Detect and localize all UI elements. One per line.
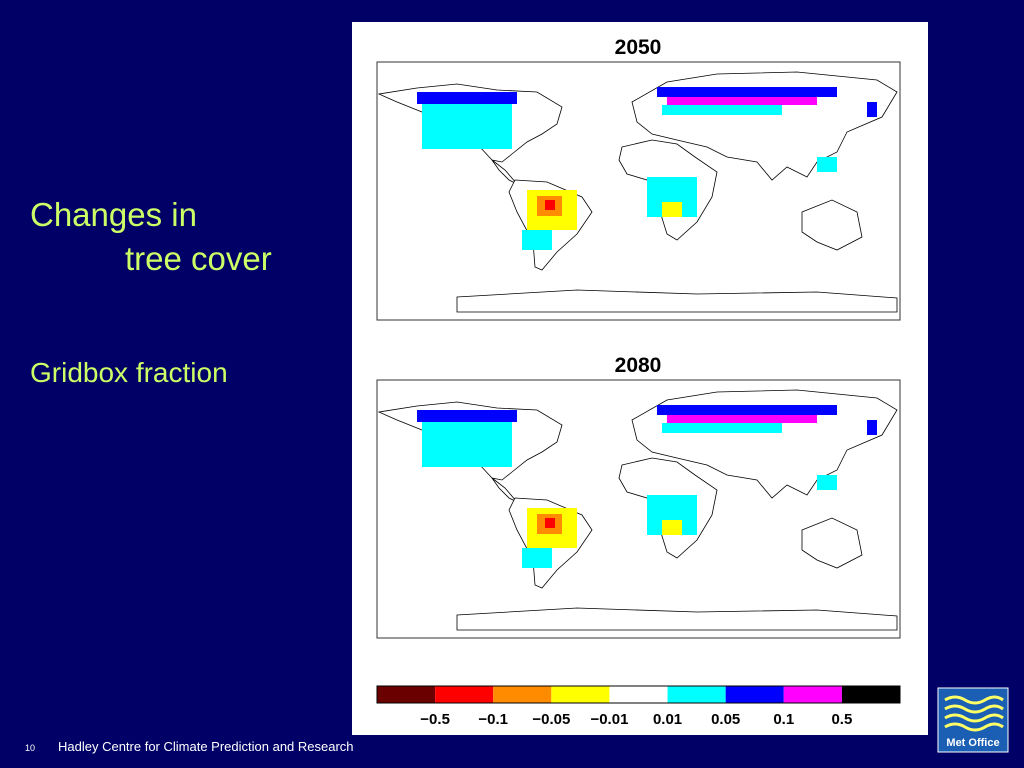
colorbar-label: 0.5 <box>831 711 852 728</box>
slide-title: Changes in <box>30 196 197 233</box>
colorbar-label: −0.01 <box>590 711 628 728</box>
map-title: 2050 <box>615 36 662 59</box>
colorbar-frame <box>376 685 901 704</box>
subtitle: Gridbox fraction <box>30 357 228 388</box>
colorbar-label: −0.5 <box>420 711 450 728</box>
logo: Met Office <box>937 687 1009 753</box>
colorbar-swatch <box>609 686 668 703</box>
colorbar: −0.5 −0.1 −0.05 −0.01 0.01 0.05 0.1 0.5 <box>376 685 901 728</box>
colorbar-swatch <box>377 686 436 703</box>
colorbar-label: 0.1 <box>773 711 794 728</box>
map-title: 2080 <box>615 354 662 377</box>
colorbar-label: −0.05 <box>532 711 570 728</box>
colorbar-label: 0.01 <box>653 711 682 728</box>
colorbar-swatch <box>841 686 900 703</box>
colorbar-label: −0.1 <box>478 711 508 728</box>
logo-text: Met Office <box>946 737 999 749</box>
page-number: 10 <box>25 743 35 753</box>
colorbar-label: 0.05 <box>711 711 740 728</box>
slide-title: tree cover <box>125 240 272 277</box>
footer: Hadley Centre for Climate Prediction and… <box>58 739 354 754</box>
colorbar-swatch <box>551 686 610 703</box>
colorbar-swatch <box>493 686 552 703</box>
colorbar-swatch <box>783 686 842 703</box>
colorbar-swatch <box>667 686 726 703</box>
map <box>376 379 901 639</box>
colorbar-swatch <box>725 686 784 703</box>
colorbar-swatch <box>435 686 494 703</box>
map <box>376 61 901 321</box>
